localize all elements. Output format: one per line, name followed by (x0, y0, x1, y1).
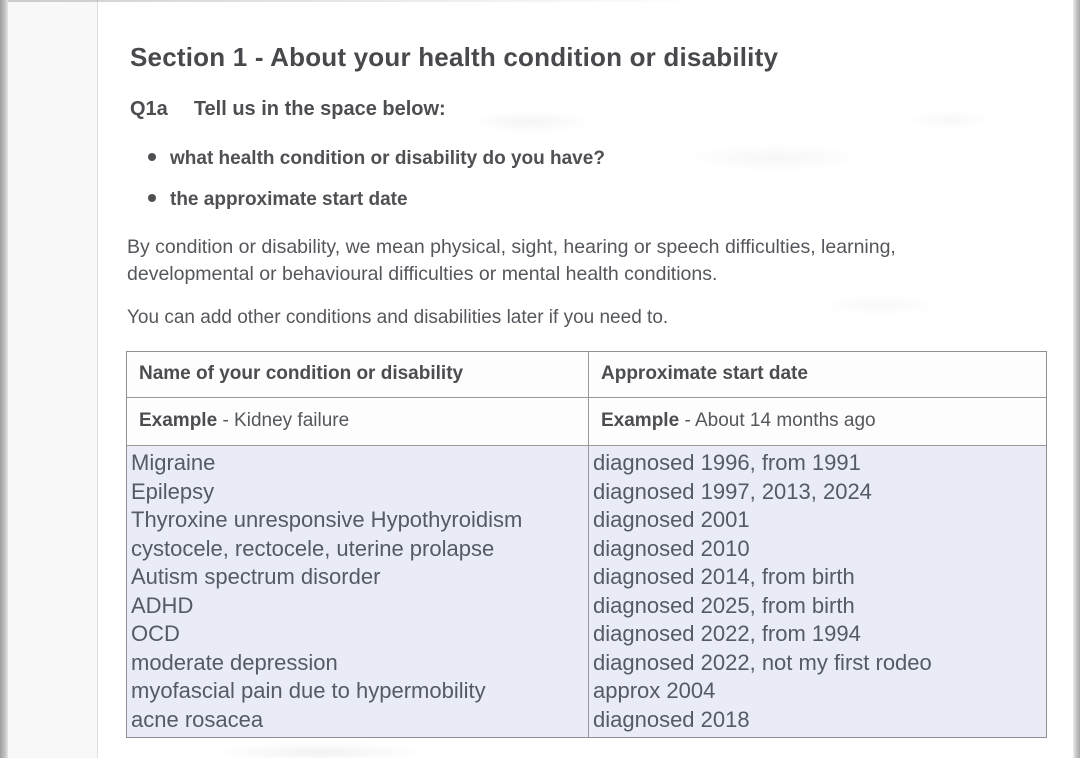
example-start-date: - About 14 months ago (684, 410, 876, 431)
intro-paragraph: By condition or disability, we mean phys… (127, 236, 896, 285)
table-header-row: Name of your condition or disability App… (127, 352, 1046, 398)
example-condition-cell: Example - Kidney failure (127, 398, 589, 445)
scan-top-edge-line (8, 0, 708, 2)
bullet-item: what health condition or disability do y… (148, 148, 605, 170)
bullet-text: what health condition or disability do y… (170, 148, 605, 169)
condition-line: myofascial pain due to hypermobility (131, 678, 486, 703)
header-condition: Name of your condition or disability (127, 352, 589, 397)
example-label: Example (601, 410, 680, 431)
condition-line: moderate depression (131, 649, 338, 675)
bullet-item: the approximate start date (148, 189, 605, 211)
question-text: Tell us in the space below: (193, 98, 446, 120)
scan-left-edge (0, 0, 8, 758)
condition-line: ADHD (131, 592, 194, 618)
start-date-line: diagnosed 1997, 2013, 2024 (593, 478, 872, 504)
start-date-entries-cell[interactable]: diagnosed 1996, from 1991 diagnosed 1997… (589, 446, 1046, 737)
note-paragraph: You can add other conditions and disabil… (127, 307, 669, 328)
condition-entries-cell[interactable]: Migraine Epilepsy Thyroxine unresponsive… (127, 446, 589, 737)
condition-line: Thyroxine unresponsive Hypothyroidism (131, 507, 523, 532)
condition-line: Autism spectrum disorder (131, 564, 381, 589)
condition-line: Migraine (131, 450, 216, 475)
start-date-line: diagnosed 2010 (593, 535, 750, 561)
bullet-icon (148, 153, 156, 161)
start-date-line: diagnosed 2022, not my first rodeo (593, 649, 932, 675)
condition-line: acne rosacea (131, 706, 264, 732)
bullet-icon (148, 194, 156, 202)
example-row: Example - Kidney failure Example - About… (127, 398, 1046, 446)
start-date-line: approx 2004 (593, 678, 716, 703)
scan-right-edge (1073, 0, 1080, 758)
scan-page-margin (8, 0, 98, 758)
condition-line: cystocele, rectocele, uterine prolapse (131, 535, 495, 561)
question-id: Q1a (130, 98, 168, 120)
start-date-line: diagnosed 2014, from birth (593, 564, 855, 589)
start-date-line: diagnosed 1996, from 1991 (593, 450, 861, 475)
example-condition: - Kidney failure (222, 410, 350, 431)
bullet-text: the approximate start date (170, 189, 408, 210)
condition-line: OCD (131, 621, 180, 646)
start-date-line: diagnosed 2001 (593, 507, 750, 532)
header-start-date: Approximate start date (601, 363, 808, 384)
section-title: Section 1 - About your health condition … (130, 42, 779, 72)
start-date-line: diagnosed 2025, from birth (593, 592, 855, 618)
example-label: Example (139, 410, 218, 431)
example-start-date-cell: Example - About 14 months ago (589, 398, 1046, 445)
condition-line: Epilepsy (131, 478, 215, 504)
bullet-list: what health condition or disability do y… (148, 148, 605, 230)
start-date-line: diagnosed 2018 (593, 706, 750, 732)
conditions-table: Name of your condition or disability App… (126, 351, 1047, 738)
question-line: Q1a Tell us in the space below: (130, 98, 446, 121)
start-date-line: diagnosed 2022, from 1994 (593, 621, 861, 646)
entries-row: Migraine Epilepsy Thyroxine unresponsive… (127, 446, 1046, 737)
